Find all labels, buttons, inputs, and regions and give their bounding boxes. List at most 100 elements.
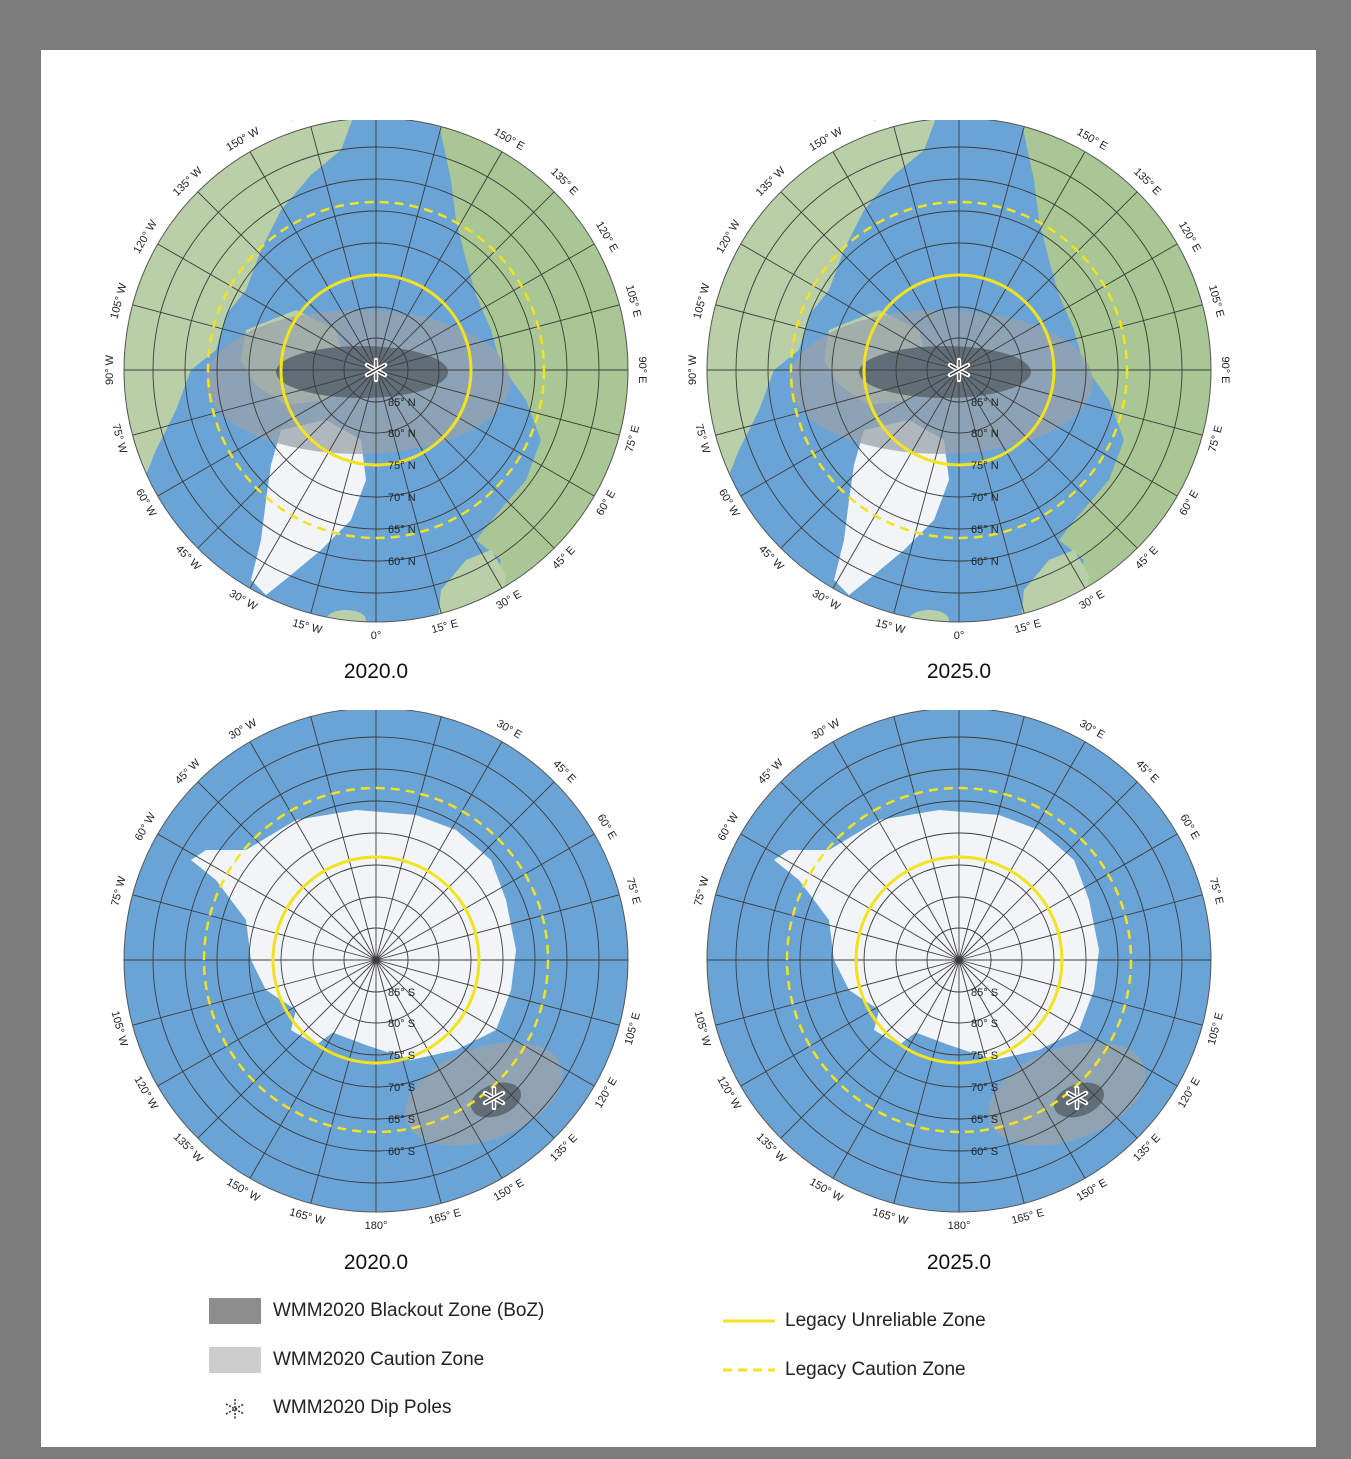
longitude-label: 105° E <box>1206 1011 1226 1046</box>
ross-shelf <box>291 1010 336 1045</box>
longitude-label: 90° W <box>687 354 699 385</box>
longitude-label: 15° E <box>430 618 459 637</box>
latitude-label: 75° S <box>388 1050 415 1062</box>
latitude-label: 65° S <box>388 1114 415 1126</box>
longitude-label: 0° <box>371 630 382 642</box>
meridian-line <box>780 781 960 961</box>
longitude-label: 75° W <box>109 423 129 456</box>
legacy-unreliable-circle <box>271 855 481 1065</box>
legacy-caution-circle <box>206 200 546 540</box>
longitude-label: 75° W <box>692 875 712 908</box>
meridian-line <box>740 243 960 371</box>
meridian-line <box>958 126 1025 371</box>
latitude-label: 75° N <box>971 460 999 472</box>
meridian-line <box>375 151 503 371</box>
meridian-line <box>832 741 960 961</box>
longitude-label: 75° E <box>624 424 643 453</box>
meridian-line <box>197 781 377 961</box>
longitude-label: 165° E <box>1010 120 1045 123</box>
meridian-line <box>375 369 620 436</box>
map-panel-antarctic-2025: 85° S80° S75° S70° S65° S60° S0°15° E30°… <box>679 710 1239 1290</box>
latitude-label: 85° N <box>971 397 999 409</box>
longitude-label: 30° W <box>810 717 843 743</box>
map-year-label: 2020.0 <box>343 1251 409 1274</box>
latitude-label: 85° N <box>388 397 416 409</box>
map-panel-arctic-2020: 85° N80° N75° N70° N65° N60° N180°165° E… <box>96 120 656 700</box>
latitude-label: 80° S <box>971 1018 998 1030</box>
meridian-line <box>832 959 960 1179</box>
map-rim <box>706 710 1212 1213</box>
meridian-line <box>958 369 1086 589</box>
latitude-label: 80° N <box>388 428 416 440</box>
longitude-label: 30° E <box>1077 718 1106 742</box>
solid-yellow-line-swatch <box>723 1319 775 1323</box>
longitude-label: 15° W <box>874 617 907 637</box>
polar-map-arctic-2020: 85° N80° N75° N70° N65° N60° N180°165° E… <box>104 120 648 642</box>
meridian-line <box>375 741 503 961</box>
dashed-yellow-line-swatch <box>723 1368 775 1372</box>
meridian-line <box>715 959 960 1026</box>
longitude-label: 75° E <box>1207 424 1226 453</box>
meridian-line <box>740 369 960 497</box>
meridian-line <box>958 369 1138 549</box>
meridian-line <box>375 833 595 961</box>
meridian-line <box>375 716 442 961</box>
longitude-label: 15° W <box>874 710 907 713</box>
meridian-line <box>310 126 377 371</box>
map-year-label: 2020.0 <box>343 660 409 683</box>
meridian-line <box>958 304 1203 371</box>
legend-dip-poles-label: WMM2020 Dip Poles <box>273 1397 452 1418</box>
longitude-label: 105° W <box>692 1010 713 1049</box>
meridian-line <box>958 369 1178 497</box>
longitude-label: 15° E <box>1013 618 1042 637</box>
meridian-line <box>375 959 442 1204</box>
longitude-label: 75° E <box>1207 877 1226 906</box>
meridian-line <box>375 959 555 1139</box>
latitude-label: 70° N <box>971 492 999 504</box>
meridian-line <box>715 304 960 371</box>
meridian-line <box>375 959 595 1087</box>
meridian-line <box>157 959 377 1087</box>
longitude-label: 60° E <box>595 812 619 841</box>
antarctica-ice <box>774 810 1099 1060</box>
meridian-line <box>958 959 1138 1139</box>
meridian-line <box>958 741 1086 961</box>
meridian-line <box>249 369 377 589</box>
meridian-line <box>310 369 377 614</box>
meridian-line <box>197 959 377 1139</box>
meridian-line <box>958 369 1203 436</box>
meridian-line <box>197 369 377 549</box>
legend-caution-label: WMM2020 Caution Zone <box>273 1349 485 1370</box>
meridian-line <box>893 369 960 614</box>
greenland-ice <box>251 420 366 595</box>
meridian-line <box>157 833 377 961</box>
meridian-line <box>132 894 377 961</box>
legacy-unreliable-circle <box>279 273 473 467</box>
meridian-line <box>375 191 555 371</box>
meridian-line <box>132 959 377 1026</box>
longitude-label: 105° W <box>109 1010 130 1049</box>
meridian-line <box>780 959 960 1139</box>
longitude-label: 30° E <box>494 588 523 612</box>
meridian-line <box>893 716 960 961</box>
latitude-label: 80° S <box>388 1018 415 1030</box>
latitude-label: 60° N <box>971 556 999 568</box>
longitude-label: 165° W <box>288 120 327 123</box>
latitude-label: 75° N <box>388 460 416 472</box>
meridian-line <box>310 959 377 1204</box>
map-panel-antarctic-2020: 85° S80° S75° S70° S65° S60° S0°15° E30°… <box>96 710 656 1290</box>
meridian-line <box>375 369 503 589</box>
blackout-swatch <box>209 1298 261 1324</box>
map-body <box>124 710 628 1212</box>
longitude-label: 75° E <box>624 877 643 906</box>
latitude-label: 60° S <box>388 1146 415 1158</box>
eurasia-landmass <box>436 120 628 622</box>
map-year-label: 2025.0 <box>926 660 992 683</box>
meridian-line <box>375 304 620 371</box>
meridian-line <box>249 959 377 1179</box>
antarctica-ice <box>191 810 516 1060</box>
longitude-label: 15° W <box>291 617 324 637</box>
legend-legacy-caution-label: Legacy Caution Zone <box>785 1359 966 1380</box>
longitude-label: 30° W <box>227 717 260 743</box>
longitude-label: 60° E <box>1177 488 1201 517</box>
